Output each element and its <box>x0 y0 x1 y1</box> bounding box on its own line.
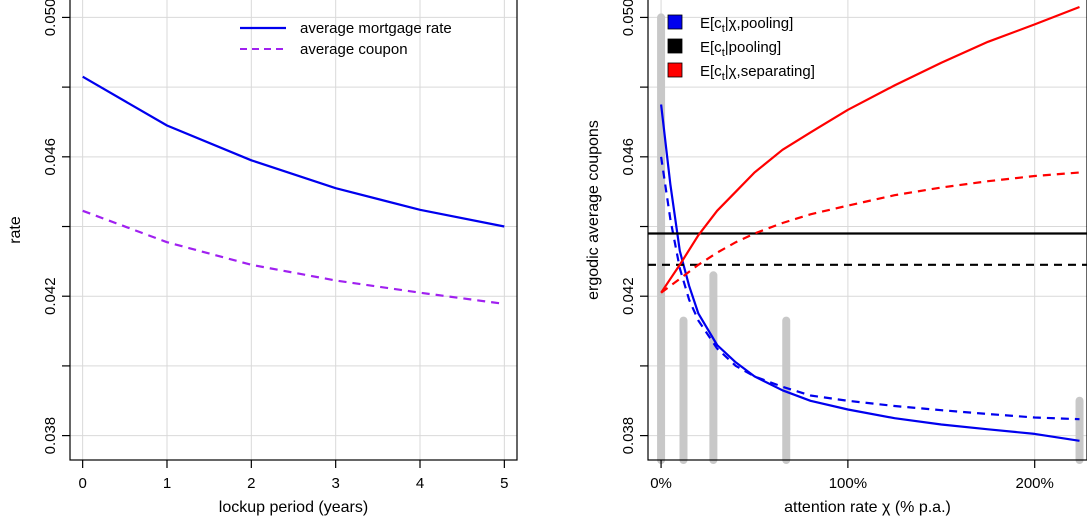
series-line-1 <box>82 209 505 305</box>
legend-label-0: E[ct|χ,pooling] <box>700 15 793 35</box>
left-legend: average mortgage rate average coupon <box>240 20 452 58</box>
y-tick-label-1: 0.042 <box>42 277 59 315</box>
right-x-axis-label: attention rate χ (% p.a.) <box>784 499 951 516</box>
left-grid <box>70 0 517 460</box>
y-tick-label-0: 0.038 <box>42 417 59 455</box>
legend-swatch-2 <box>667 62 683 78</box>
right-chart-panel: 0% 100% 200% 0.038 0.042 0.046 0.050 attentio… <box>585 0 1087 516</box>
x-tick-label-0: 0 <box>78 475 86 492</box>
left-y-axis-label: rate <box>7 216 24 244</box>
y-tick-label-2: 0.046 <box>620 138 637 176</box>
left-x-axis-label: lockup period (years) <box>219 499 368 516</box>
legend-label-2: E[ct|χ,separating] <box>700 63 815 83</box>
right-legend: E[ct|χ,pooling] E[ct|pooling] E[ct|χ,separ… <box>667 14 815 83</box>
x-tick-label-5: 5 <box>500 475 508 492</box>
left-chart-panel: 0 1 2 3 4 5 0.038 0.042 0.046 0.050 lockup perio… <box>7 0 518 516</box>
left-plot-frame <box>69 0 518 461</box>
y-tick-label-3: 0.050 <box>42 0 59 36</box>
x-tick-label-4: 4 <box>416 475 424 492</box>
x-tick-label-1: 100% <box>829 475 867 492</box>
right-y-axis-label: ergodic average coupons <box>585 120 602 300</box>
y-tick-label-0: 0.038 <box>620 417 637 455</box>
series-line-1 <box>660 156 1080 421</box>
x-tick-label-3: 3 <box>331 475 339 492</box>
y-tick-label-2: 0.046 <box>42 138 59 176</box>
right-series-lines <box>648 5 1087 442</box>
legend-swatch-0 <box>667 14 683 30</box>
legend-swatch-1 <box>667 38 683 54</box>
x-tick-label-1: 1 <box>163 475 171 492</box>
x-tick-label-2: 2 <box>247 475 255 492</box>
left-y-ticks: 0.038 0.042 0.046 0.050 <box>42 0 70 454</box>
right-plot-frame <box>647 0 1087 461</box>
series-line-4 <box>660 5 1080 294</box>
right-y-ticks: 0.038 0.042 0.046 0.050 <box>620 0 648 454</box>
legend-label-coupon: average coupon <box>300 41 408 58</box>
series-line-0 <box>82 75 505 228</box>
series-line-5 <box>660 171 1080 294</box>
x-tick-label-0: 0% <box>650 475 672 492</box>
x-tick-label-2: 200% <box>1016 475 1054 492</box>
y-tick-label-1: 0.042 <box>620 277 637 315</box>
series-line-0 <box>660 104 1080 442</box>
right-histogram <box>657 13 1084 464</box>
legend-label-mortgage-rate: average mortgage rate <box>300 20 452 37</box>
legend-label-1: E[ct|pooling] <box>700 39 781 59</box>
left-series-lines <box>82 75 505 305</box>
left-x-ticks: 0 1 2 3 4 5 <box>78 460 509 492</box>
y-tick-label-3: 0.050 <box>620 0 637 36</box>
right-x-ticks: 0% 100% 200% <box>650 460 1054 492</box>
